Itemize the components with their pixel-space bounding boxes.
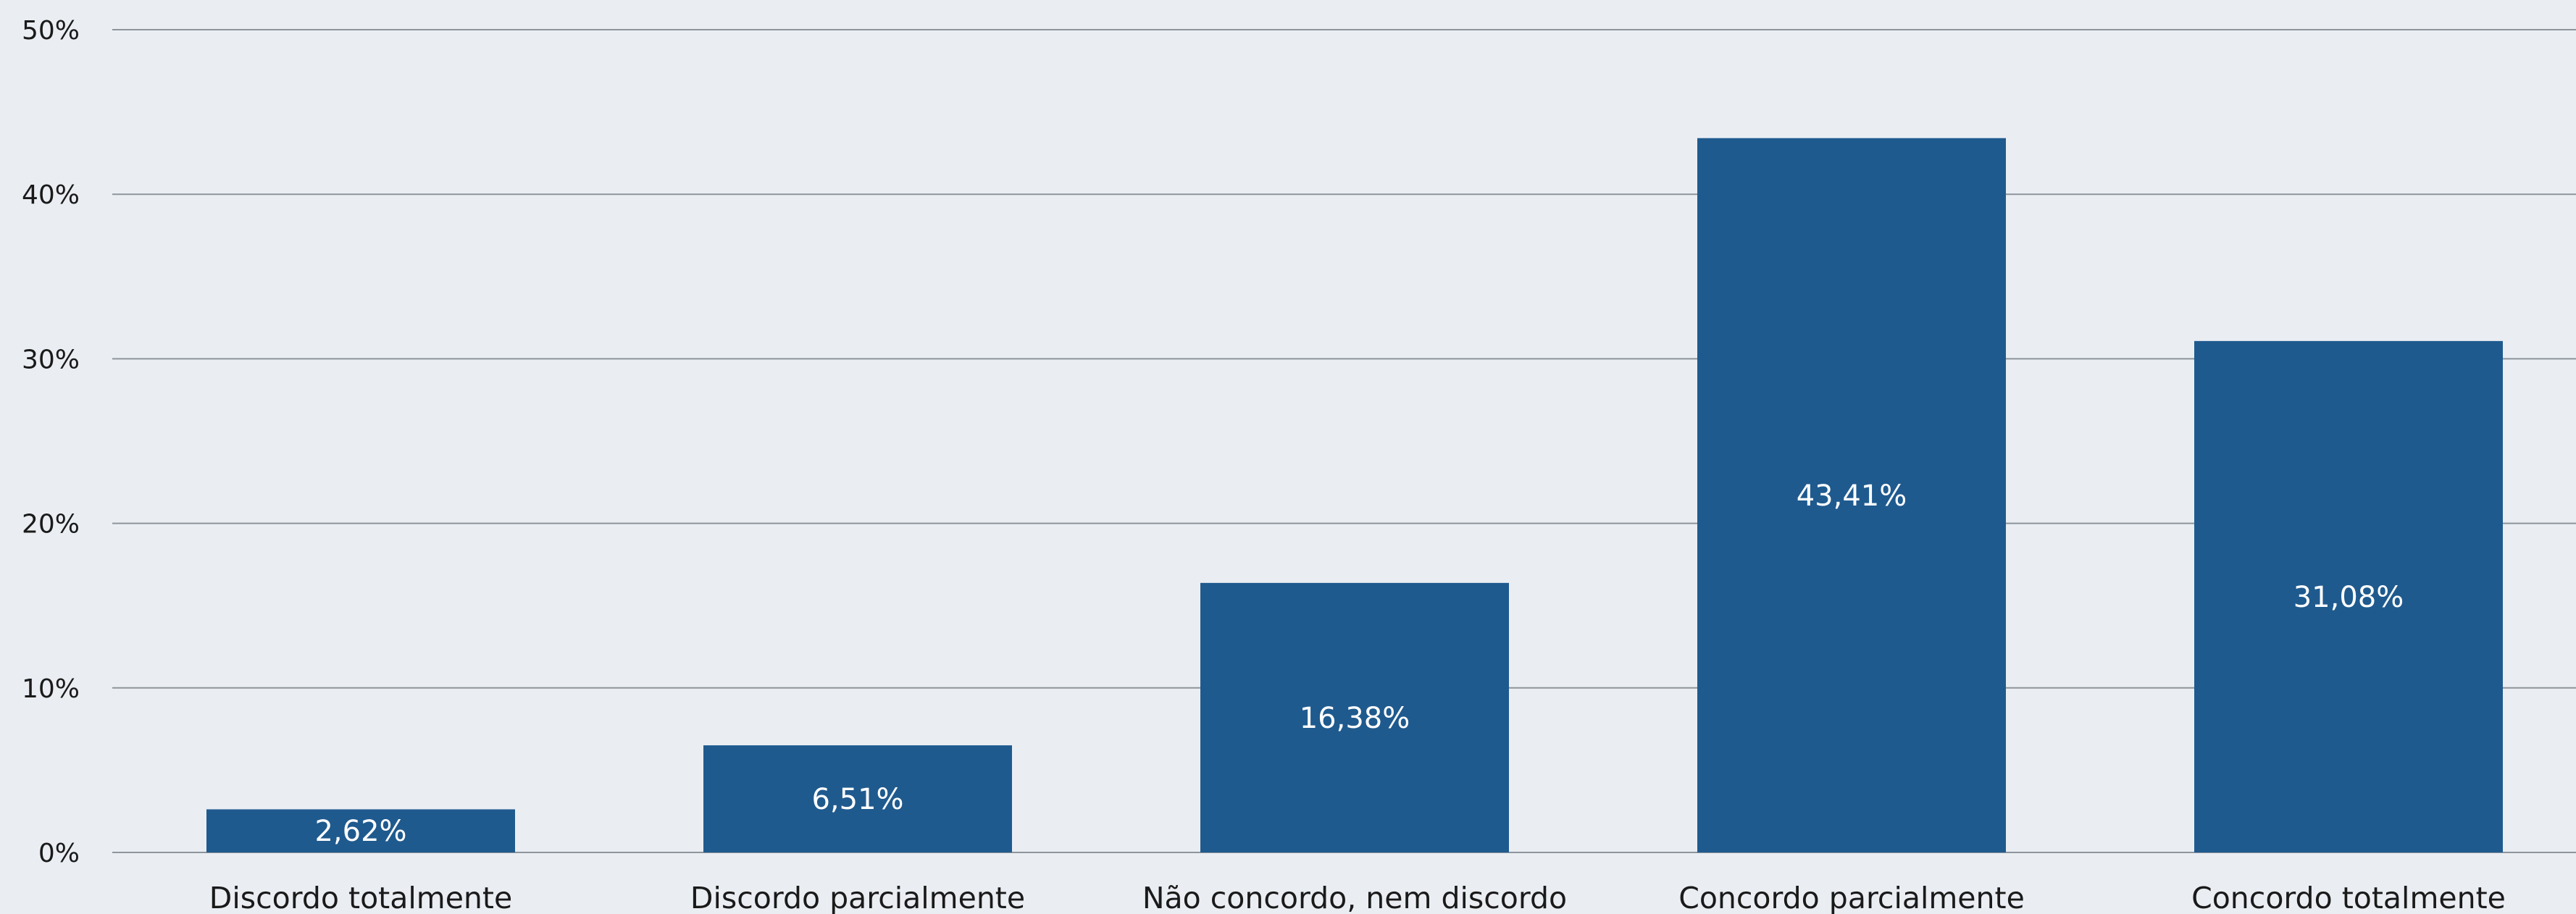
x-category-label: Concordo totalmente bbox=[2191, 881, 2506, 914]
data-label: 31,08% bbox=[2293, 581, 2404, 614]
data-label: 2,62% bbox=[314, 815, 406, 848]
data-label: 16,38% bbox=[1300, 702, 1410, 735]
data-label: 6,51% bbox=[811, 783, 903, 816]
bars bbox=[206, 138, 2503, 852]
y-tick-label: 50% bbox=[22, 16, 80, 46]
x-category-label: Discordo parcialmente bbox=[690, 881, 1025, 914]
y-axis-tick-labels: 0% 10% 20% 30% 40% 50% bbox=[22, 16, 80, 868]
bar bbox=[1697, 138, 2006, 852]
y-tick-label: 0% bbox=[38, 839, 80, 868]
bar bbox=[1200, 582, 1509, 852]
bar bbox=[206, 809, 515, 852]
x-category-label: Não concordo, nem discordo bbox=[1142, 881, 1567, 914]
y-tick-label: 30% bbox=[22, 345, 80, 374]
bar bbox=[703, 745, 1012, 852]
x-category-label: Discordo totalmente bbox=[209, 881, 512, 914]
y-tick-label: 20% bbox=[22, 510, 80, 540]
bar bbox=[2194, 340, 2503, 852]
y-tick-label: 10% bbox=[22, 674, 80, 704]
gridlines bbox=[112, 29, 2576, 853]
x-category-label: Concordo parcialmente bbox=[1678, 881, 2025, 914]
y-tick-label: 40% bbox=[22, 180, 80, 210]
x-axis-category-labels: Discordo totalmente Discordo parcialmente… bbox=[209, 881, 2506, 914]
data-label: 43,41% bbox=[1797, 479, 1907, 513]
data-labels: 2,62% 6,51% 16,38% 43,41% 31,08% bbox=[314, 479, 2404, 848]
